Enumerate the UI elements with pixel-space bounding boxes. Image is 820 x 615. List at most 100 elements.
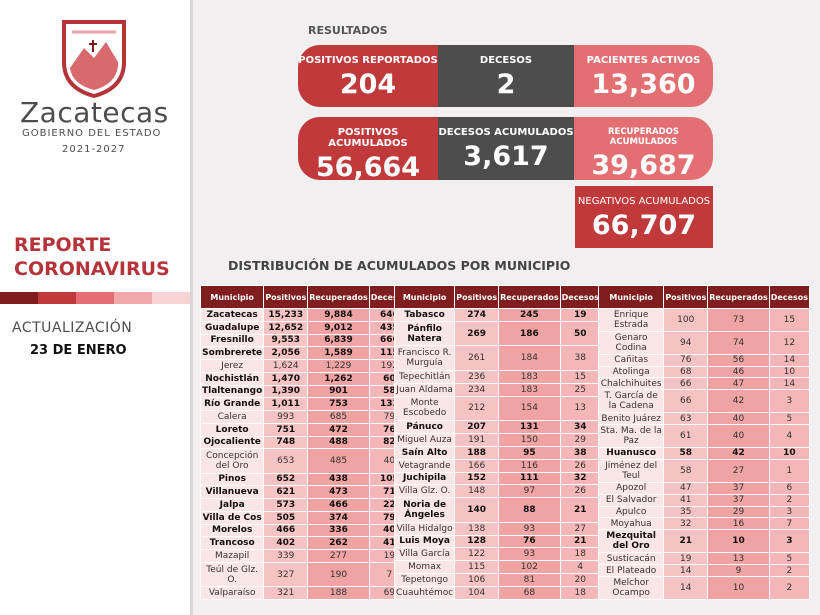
municipality-name: Tepechitlán (393, 369, 456, 384)
municipality-name: Susticacán (597, 552, 665, 566)
table-cell: 29 (559, 432, 601, 447)
municipality-name: Jerez (199, 359, 265, 373)
update-date: 23 DE ENERO (30, 343, 127, 358)
table-cell: 38 (559, 345, 601, 371)
table-cell: 138 (454, 521, 500, 536)
table-row: Cañitas 76 56 14 (597, 353, 811, 367)
card-value: 2 (496, 69, 516, 100)
table-cell: 46 (707, 365, 770, 379)
municipality-name: Loreto (199, 422, 265, 437)
municipality-name: Cuauhtémoc (393, 585, 456, 601)
table-cell: 95 (498, 445, 561, 460)
municipality-name: Mazapil (199, 549, 265, 563)
table-cell: 10 (768, 365, 811, 379)
table-cell: 207 (454, 420, 500, 434)
table-cell: 20 (559, 573, 601, 587)
table-cell: 466 (263, 523, 309, 538)
table-cell: 29 (707, 505, 770, 519)
municipality-name: Atolinga (597, 365, 665, 379)
table-row: Guadalupe 12,652 9,012 435 (199, 320, 411, 335)
table-cell: 68 (498, 585, 561, 601)
table-cell: 76 (498, 534, 561, 549)
card-label: POSITIVOS ACUMULADOS (328, 127, 408, 149)
table-cell: 245 (498, 308, 561, 322)
table-cell: 485 (307, 448, 370, 474)
table-row: Río Grande 1,011 753 133 (199, 397, 411, 411)
municipality-name: Mezquital del Oro (597, 529, 665, 554)
table-cell: 269 (454, 320, 500, 347)
table-cell: 2 (768, 576, 811, 600)
table-cell: 115 (454, 560, 500, 575)
table-cell: 93 (498, 547, 561, 562)
column-header: Recuperados (307, 285, 370, 309)
table-row: Tepetongo 106 81 20 (393, 573, 601, 587)
table-cell: 74 (707, 330, 770, 355)
municipality-name: Río Grande (199, 397, 265, 411)
results-title: RESULTADOS (308, 24, 388, 37)
table-row: Pinos 652 438 105 (199, 472, 411, 487)
table-cell: 58 (663, 446, 709, 460)
table-row: Jiménez del Teul 58 27 1 (597, 458, 811, 483)
table-cell: 26 (559, 458, 601, 473)
table-row: Pánuco 207 131 34 (393, 420, 601, 434)
municipality-name: Sombrerete (199, 346, 265, 360)
table-cell: 5 (768, 412, 811, 426)
municipality-name: Teúl de Glz. O. (199, 561, 265, 588)
report-title: REPORTE (14, 234, 112, 256)
table-cell: 21 (663, 529, 709, 554)
table-cell: 336 (307, 523, 370, 538)
table-cell: 2 (768, 493, 811, 507)
table-cell: 191 (454, 432, 500, 447)
table-row: Melchor Ocampo 14 10 2 (597, 576, 811, 600)
card-label: DECESOS (479, 55, 533, 66)
stat-card: POSITIVOS ACUMULADOS 56,664 (298, 117, 438, 183)
column-header: Recuperados (707, 285, 770, 309)
table-cell: 188 (454, 445, 500, 460)
stat-card: PACIENTES ACTIVOS 13,360 (574, 45, 713, 107)
municipality-name: Fresnillo (199, 333, 265, 348)
table-cell: 21 (559, 497, 601, 523)
table-cell: 152 (454, 471, 500, 486)
table-cell: 488 (307, 435, 370, 450)
table-cell: 261 (454, 345, 500, 371)
table-row: Jerez 1,624 1,229 192 (199, 359, 411, 373)
table-row: Atolinga 68 46 10 (597, 365, 811, 379)
table-cell: 34 (559, 420, 601, 434)
table-cell: 9,012 (307, 320, 370, 335)
table-cell: 93 (498, 521, 561, 536)
table-cell: 374 (307, 510, 370, 525)
table-row: Susticacán 19 13 5 (597, 552, 811, 566)
table-row: Jalpa 573 466 22 (199, 498, 411, 512)
column-header: Municipio (199, 285, 265, 309)
update-label: ACTUALIZACIÓN (12, 320, 133, 336)
municipality-name: Jiménez del Teul (597, 458, 665, 483)
table-row: Francisco R. Murguía 261 184 38 (393, 345, 601, 371)
table-cell: 97 (498, 484, 561, 499)
table-cell: 212 (454, 395, 500, 422)
municipality-name: Cañitas (597, 353, 665, 367)
table-cell: 19 (559, 308, 601, 322)
card-label: DECESOS ACUMULADOS (438, 127, 574, 138)
card-value: 66,707 (591, 210, 697, 241)
municipality-name: Villanueva (199, 485, 265, 500)
table-row: T. García de la Cadena 66 42 3 (597, 389, 811, 414)
table-cell: 166 (454, 458, 500, 473)
table: Municipio Positivos Recuperados Decesos Taba… (393, 285, 601, 601)
table-cell: 41 (663, 493, 709, 507)
table-cell: 122 (454, 547, 500, 562)
municipality-name: Noria de Ángeles (393, 497, 456, 523)
table-cell: 10 (768, 446, 811, 460)
table: Municipio Positivos Recuperados Decesos Zaca… (199, 285, 411, 600)
municipality-name: Nochistlán (199, 371, 265, 386)
table-cell: 35 (663, 505, 709, 519)
table-cell: 3 (768, 389, 811, 414)
table-cell: 38 (559, 445, 601, 460)
table-cell: 26 (559, 484, 601, 499)
table-cell: 19 (663, 552, 709, 566)
color-strip (0, 292, 190, 304)
stat-card: DECESOS ACUMULADOS 3,617 (438, 117, 574, 180)
municipality-name: Juchipila (393, 471, 456, 486)
municipality-name: Guadalupe (199, 320, 265, 335)
table-row: Nochistlán 1,470 1,262 60 (199, 371, 411, 386)
table-cell: 12 (768, 330, 811, 355)
